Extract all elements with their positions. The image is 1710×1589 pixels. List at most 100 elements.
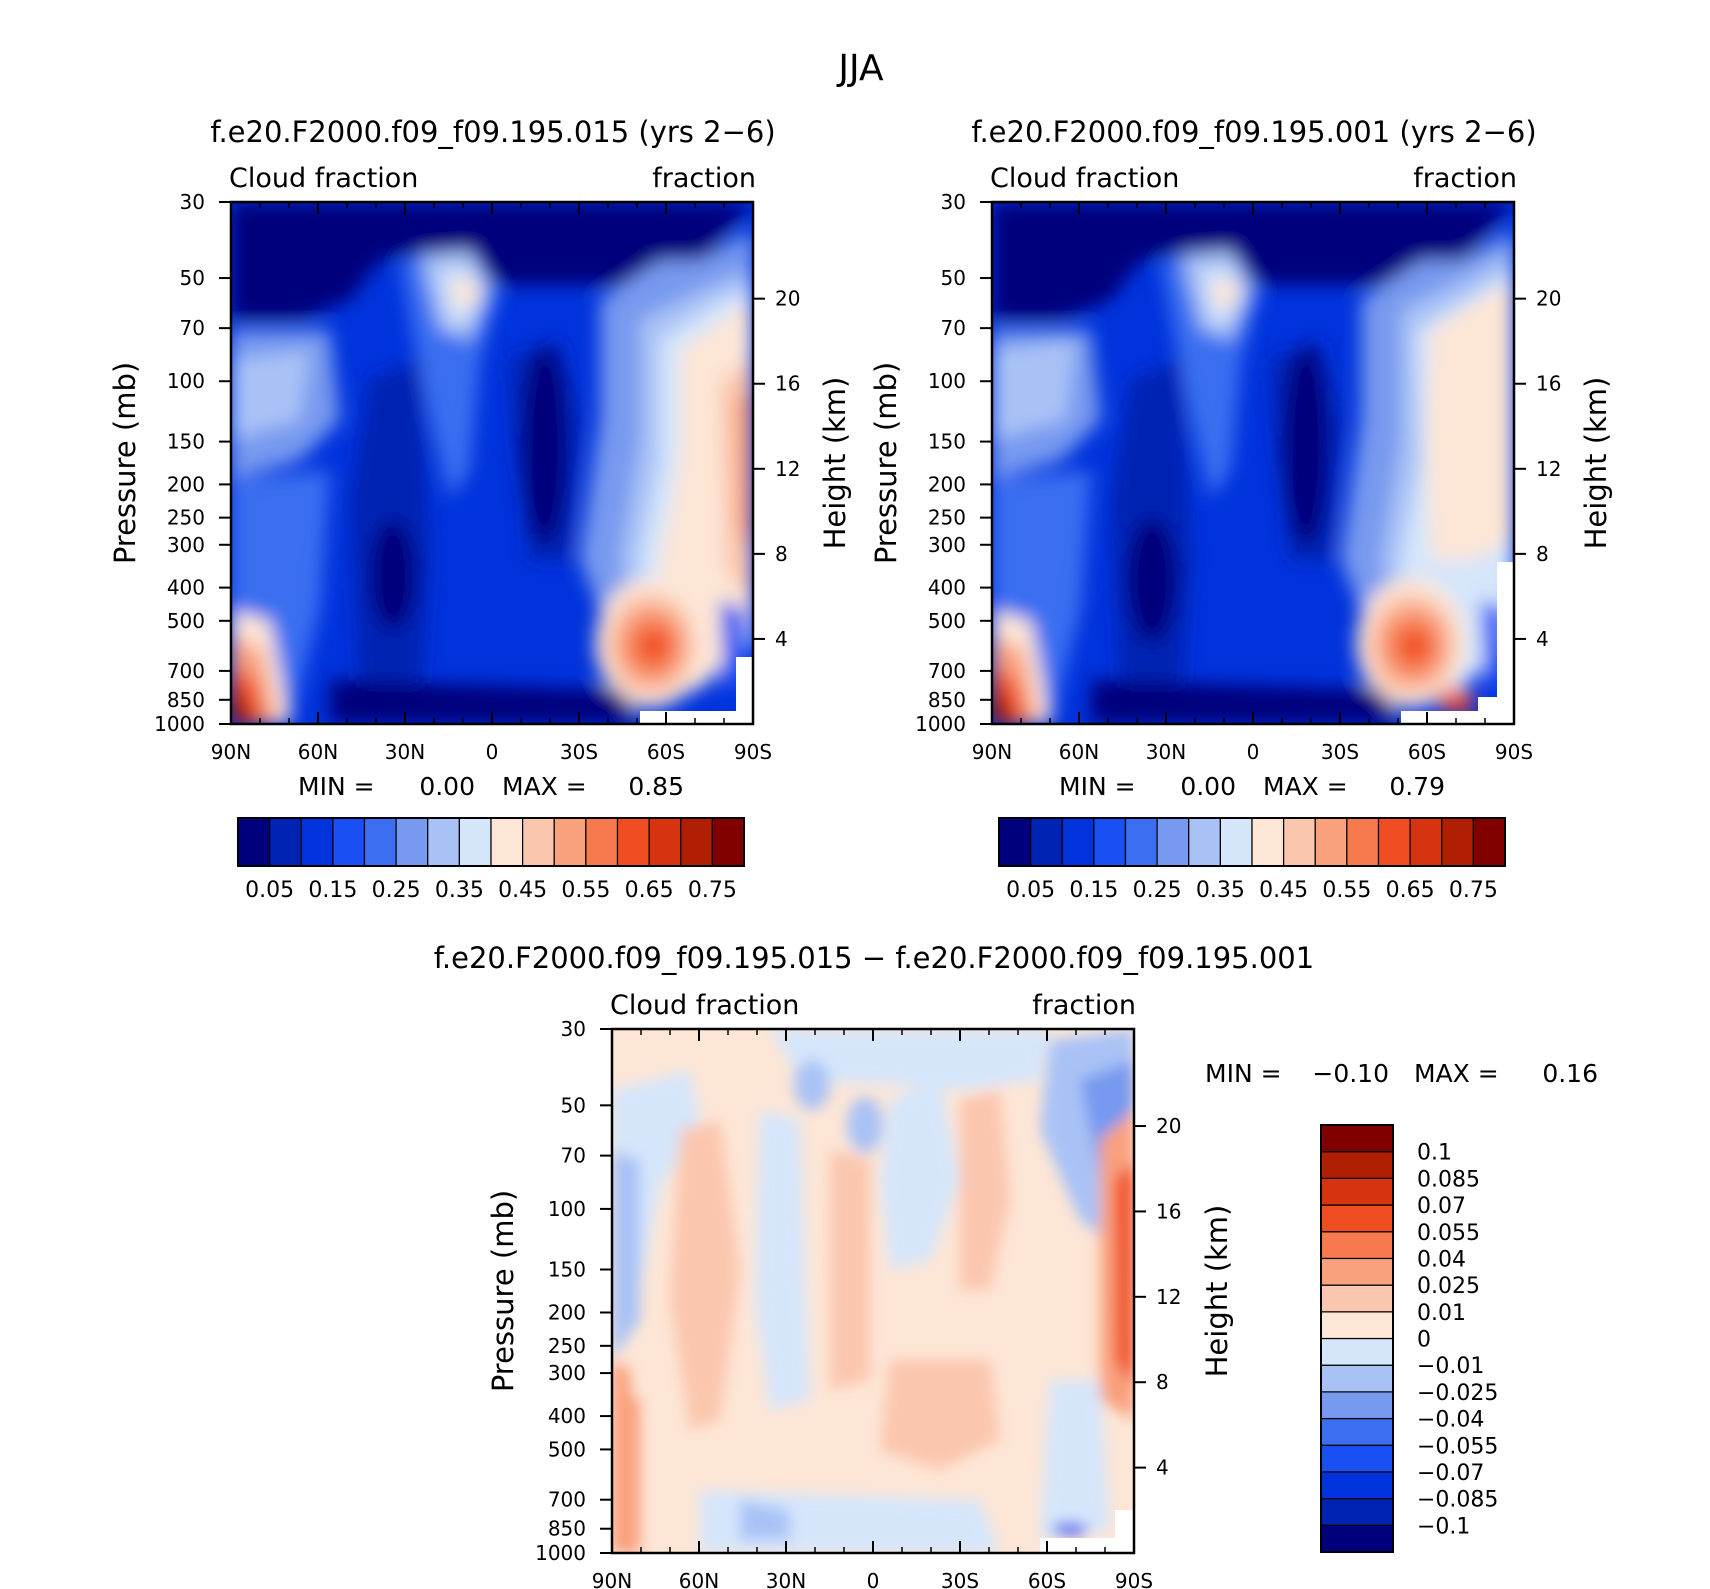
y-tick-label: 50 — [561, 1093, 586, 1117]
colorbar-label: 0 — [1417, 1328, 1431, 1353]
colorbar-label: 0.55 — [1322, 878, 1371, 903]
y-tick-label: 200 — [167, 472, 205, 496]
y-tick-label: 1000 — [915, 712, 966, 736]
colorbar-swatch — [1320, 1444, 1394, 1473]
y-axis-title: Pressure (mb) — [486, 1190, 520, 1392]
right-units-label: fraction — [1032, 990, 1136, 1021]
colorbar-swatch — [1030, 817, 1063, 867]
y-tick-label: 250 — [928, 506, 966, 530]
x-tick-label: 90S — [1115, 1569, 1153, 1589]
colorbar-swatch — [1320, 1151, 1394, 1179]
y-tick-label: 30 — [561, 1017, 586, 1041]
colorbar-swatch — [1188, 817, 1221, 867]
colorbar-label: −0.055 — [1417, 1434, 1498, 1459]
panel-title: f.e20.F2000.f09_f09.195.001 (yrs 2−6) — [971, 115, 1536, 149]
min-label: MIN = — [298, 772, 375, 801]
x-tick-label: 30S — [560, 740, 598, 764]
colorbar-label: 0.25 — [372, 878, 421, 903]
y2-tick-label: 20 — [1156, 1114, 1181, 1138]
colorbar-swatch — [1251, 817, 1285, 867]
y-tick-label: 500 — [928, 609, 966, 633]
x-tick-label: 0 — [486, 740, 499, 764]
y-tick-label: 400 — [167, 576, 205, 600]
colorbar-swatch — [269, 817, 302, 867]
max-label: MAX = — [502, 772, 587, 801]
max-label: MAX = — [1414, 1059, 1499, 1088]
contour-field — [231, 202, 753, 724]
max-value: 0.79 — [1389, 772, 1445, 801]
colorbar-label: 0.15 — [308, 878, 357, 903]
colorbar-swatch — [553, 817, 587, 867]
y-tick-label: 400 — [928, 576, 966, 600]
x-tick-label: 0 — [1247, 740, 1260, 764]
max-value: 0.16 — [1542, 1059, 1598, 1088]
colorbar-label: 0.04 — [1417, 1247, 1466, 1272]
colorbar-label: −0.07 — [1417, 1461, 1484, 1486]
colorbar-swatch — [1156, 817, 1190, 867]
y-tick-label: 1000 — [535, 1541, 586, 1565]
colorbar-swatch — [616, 817, 650, 867]
colorbar: 0.05 0.15 0.25 0.35 0.45 0.55 0.65 0.75 — [237, 817, 745, 903]
colorbar-swatch — [711, 817, 745, 867]
x-tick-label: 90S — [734, 740, 772, 764]
colorbar-swatch — [1320, 1471, 1394, 1500]
y-tick-label: 150 — [928, 430, 966, 454]
y2-axis-title: Height (km) — [1200, 1205, 1234, 1378]
y2-tick-label: 4 — [1536, 627, 1549, 651]
colorbar-swatch — [1441, 817, 1474, 867]
x-tick-label: 90N — [592, 1569, 632, 1589]
colorbar-swatch — [1320, 1204, 1394, 1233]
colorbar-swatch — [1409, 817, 1443, 867]
y-tick-label: 850 — [548, 1517, 586, 1541]
colorbar-swatch — [1093, 817, 1127, 867]
colorbar-border — [998, 817, 1506, 867]
min-label: MIN = — [1059, 772, 1136, 801]
colorbar-label: 0.15 — [1069, 878, 1118, 903]
colorbar-label: 0.055 — [1417, 1221, 1480, 1246]
colorbar-label: 0.07 — [1417, 1194, 1466, 1219]
figure-title: JJA — [836, 48, 884, 89]
y2-tick-label: 12 — [775, 457, 800, 481]
colorbar: 0.10.0850.070.0550.040.0250.010−0.01−0.0… — [1320, 1124, 1498, 1553]
colorbar-label: 0.35 — [435, 878, 484, 903]
y-tick-label: 30 — [941, 190, 966, 214]
y-tick-label: 100 — [928, 369, 966, 393]
x-tick-label: 60S — [1408, 740, 1446, 764]
y2-tick-label: 8 — [775, 542, 788, 566]
y-tick-label: 300 — [167, 533, 205, 557]
colorbar-border — [1320, 1124, 1394, 1553]
y-tick-label: 300 — [928, 533, 966, 557]
colorbar-label: −0.025 — [1417, 1381, 1498, 1406]
colorbar-swatch — [363, 817, 397, 867]
y2-tick-label: 12 — [1156, 1285, 1181, 1309]
y-tick-label: 400 — [548, 1404, 586, 1428]
colorbar-label: −0.01 — [1417, 1354, 1484, 1379]
x-tick-label: 90N — [972, 740, 1012, 764]
x-tick-label: 0 — [867, 1569, 880, 1589]
y-tick-label: 300 — [548, 1361, 586, 1385]
y2-tick-label: 8 — [1536, 542, 1549, 566]
min-value: −0.10 — [1312, 1059, 1389, 1088]
min-value: 0.00 — [1180, 772, 1236, 801]
colorbar-swatch — [395, 817, 429, 867]
colorbar: 0.05 0.15 0.25 0.35 0.45 0.55 0.65 0.75 — [998, 817, 1506, 903]
colorbar-label: 0.45 — [1259, 878, 1308, 903]
panel-case-001: f.e20.F2000.f09_f09.195.001 (yrs 2−6) Cl… — [869, 115, 1613, 903]
colorbar-label: −0.04 — [1417, 1408, 1484, 1433]
y-tick-label: 850 — [167, 688, 205, 712]
colorbar-label: 0.35 — [1196, 878, 1245, 903]
max-label: MAX = — [1263, 772, 1348, 801]
colorbar-swatch — [1061, 817, 1095, 867]
colorbar-label: −0.1 — [1417, 1514, 1470, 1539]
colorbar-swatch — [1377, 817, 1411, 867]
y2-tick-label: 20 — [1536, 287, 1561, 311]
x-tick-label: 90N — [211, 740, 251, 764]
x-tick-label: 90S — [1495, 740, 1533, 764]
colorbar-label: 0.65 — [1386, 878, 1435, 903]
y2-tick-label: 12 — [1536, 457, 1561, 481]
x-tick-label: 60S — [647, 740, 685, 764]
y-tick-label: 700 — [167, 659, 205, 683]
colorbar-label: 0.75 — [688, 878, 737, 903]
y-tick-label: 50 — [941, 266, 966, 290]
